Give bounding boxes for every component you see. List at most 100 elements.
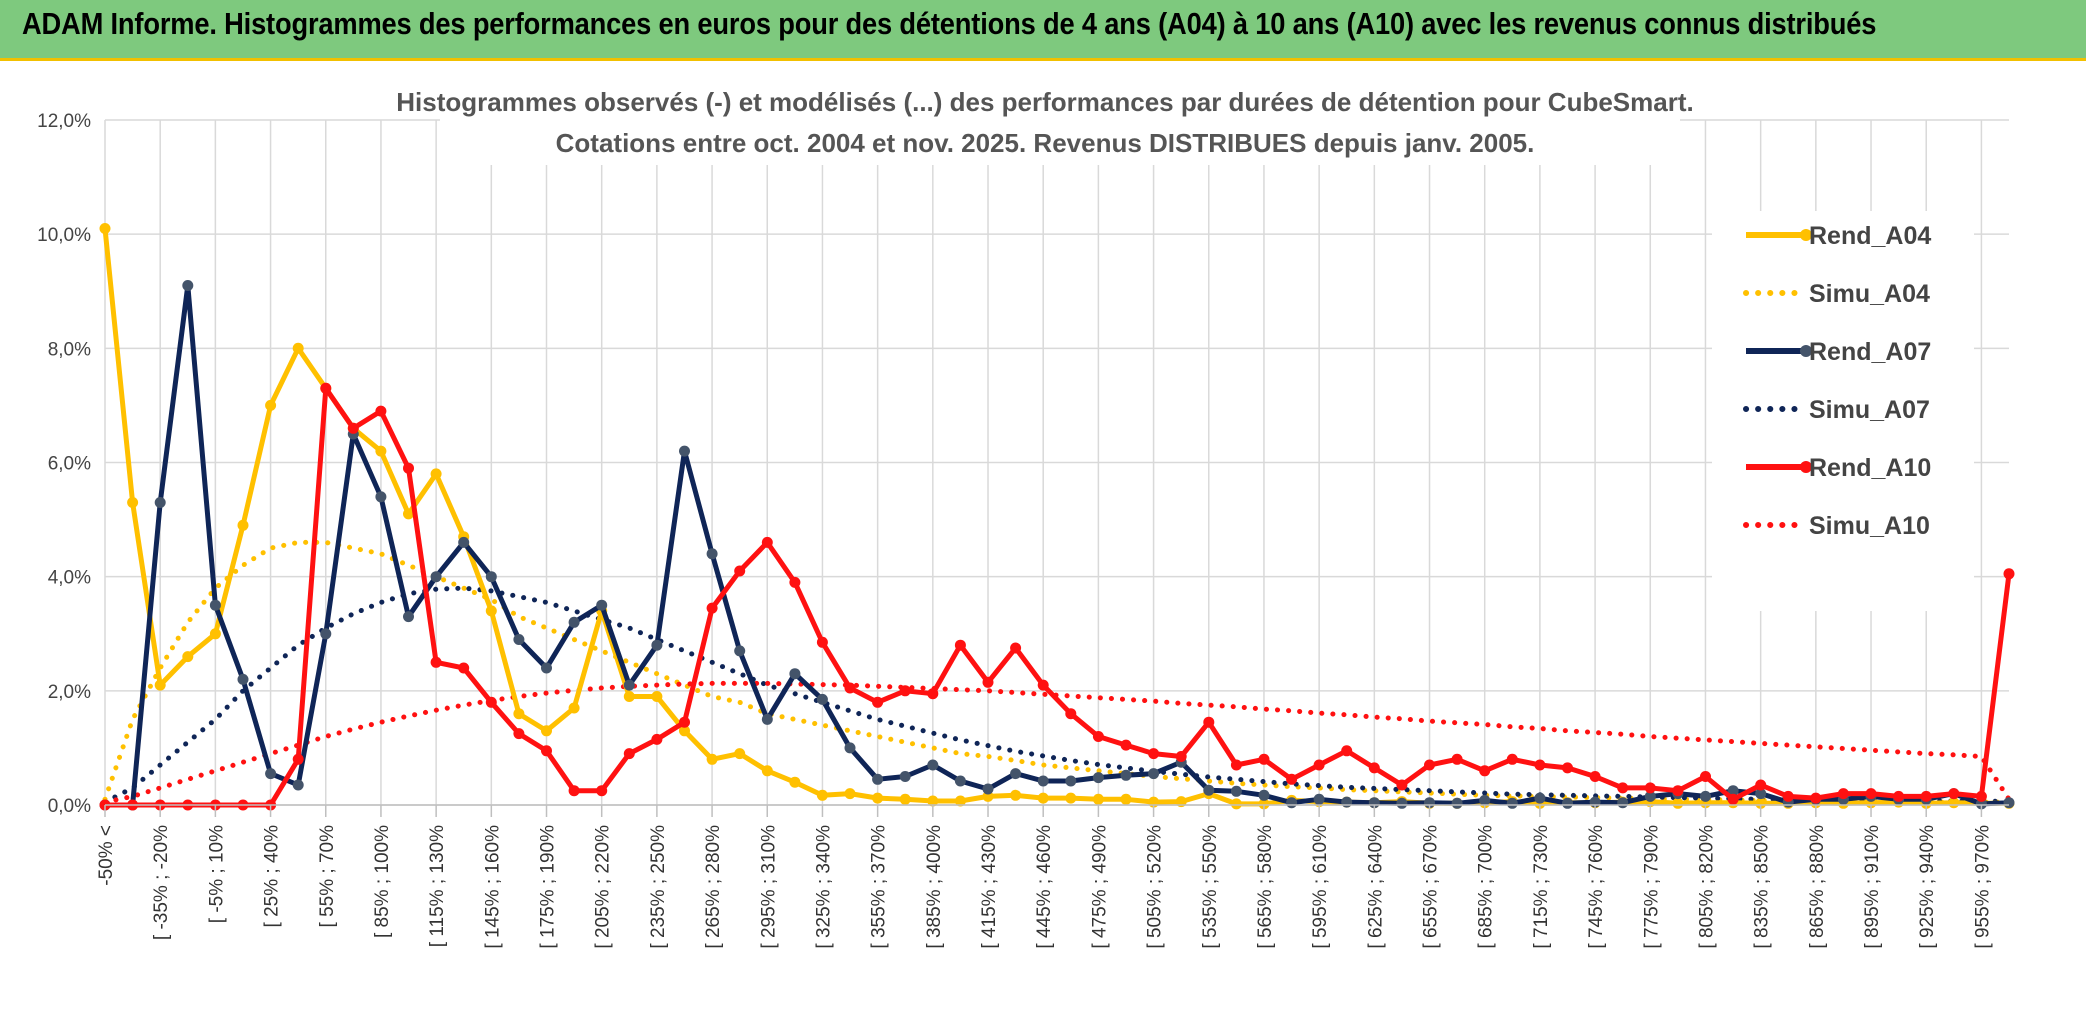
data-point: [872, 792, 884, 804]
data-point: [2003, 568, 2015, 580]
data-point: [1037, 792, 1049, 804]
data-point: [430, 656, 442, 668]
chart-title-background: [440, 83, 1680, 165]
x-tick-label: [ 355% ; 370%: [869, 825, 890, 949]
data-point: [679, 445, 690, 457]
data-point: [375, 405, 387, 417]
data-point: [872, 773, 884, 785]
y-tick-label: 8,0%: [48, 339, 91, 360]
data-point: [430, 468, 442, 480]
title-banner: ADAM Informe. Histogrammes des performan…: [0, 0, 2086, 58]
data-point: [1148, 768, 1160, 780]
x-tick-label: [ 265% ; 280%: [703, 825, 724, 949]
data-point: [541, 725, 552, 737]
x-tick-label: [ 895% ; 910%: [1862, 825, 1883, 949]
data-point: [1120, 793, 1132, 805]
x-tick-label: [ 235% ; 250%: [648, 825, 669, 949]
data-point: [1644, 782, 1656, 794]
data-point: [706, 753, 718, 765]
data-point: [1120, 769, 1132, 781]
histogram-chart: 0,0% 2,0% 4,0% 6,0% 8,0% 10,0% 12,0% -50% < [ -…: [37, 83, 2015, 949]
data-point: [320, 628, 332, 640]
data-point: [568, 702, 580, 714]
x-tick-label: [ 775% ; 790%: [1641, 825, 1662, 949]
data-point: [1755, 788, 1767, 800]
data-point: [375, 445, 387, 457]
data-point: [1341, 796, 1353, 808]
data-point: [1920, 790, 1932, 802]
x-tick-label: [ 445% ; 460%: [1034, 825, 1055, 949]
data-point: [1479, 794, 1491, 806]
data-point: [1258, 789, 1270, 801]
data-point: [485, 696, 497, 708]
data-point: [651, 691, 663, 702]
legend-label-rend-a04: Rend_A04: [1809, 222, 1931, 250]
legend-marker-rend-a04: [1800, 229, 1812, 241]
data-point: [1037, 679, 1049, 691]
data-point: [1313, 759, 1325, 771]
x-tick-label: [ 715% ; 730%: [1531, 825, 1552, 949]
data-point: [1617, 797, 1629, 809]
data-point: [265, 768, 277, 780]
data-point: [734, 565, 746, 577]
data-point: [1010, 642, 1022, 654]
x-tick-label: [ 385% ; 400%: [924, 825, 945, 949]
x-tick-label: [ 745% ; 760%: [1586, 825, 1607, 949]
x-tick-label: [ 325% ; 340%: [813, 825, 834, 949]
data-point: [679, 725, 690, 737]
legend-marker-rend-a10: [1800, 461, 1812, 473]
x-tick-label: [ 835% ; 850%: [1752, 825, 1773, 949]
data-point: [1230, 785, 1242, 797]
x-axis: -50% < [ -35% ; -20% [ -5% ; 10% [ 25% ; 40…: [96, 804, 2009, 949]
data-point: [1368, 762, 1380, 774]
data-point: [1893, 790, 1905, 802]
y-tick-label: 6,0%: [48, 454, 91, 475]
data-point: [1700, 790, 1711, 802]
data-point: [1424, 759, 1435, 771]
data-point: [651, 639, 663, 651]
data-point: [1562, 797, 1573, 809]
data-point: [320, 382, 332, 394]
data-point: [182, 280, 194, 291]
data-point: [292, 779, 304, 791]
data-point: [927, 795, 939, 807]
data-point: [872, 696, 884, 708]
data-point: [982, 783, 994, 795]
data-point: [734, 748, 746, 760]
frame-divider: [0, 58, 2086, 61]
data-point: [596, 785, 608, 797]
legend-background: [1712, 211, 1974, 611]
data-point: [1672, 785, 1684, 797]
data-point: [1506, 753, 1518, 765]
data-point: [1341, 745, 1353, 757]
series-line-rend-a04: [102, 228, 2009, 807]
data-point: [1506, 797, 1518, 809]
x-tick-label: [ 295% ; 310%: [758, 825, 779, 949]
x-tick-label: [ -35% ; -20%: [151, 825, 172, 940]
data-point: [541, 662, 552, 674]
data-point: [1258, 798, 1270, 810]
x-tick-label: [ 115% ; 130%: [427, 825, 448, 947]
legend-label-rend-a07: Rend_A07: [1809, 338, 1931, 366]
x-tick-label: [ 415% ; 430%: [979, 825, 1000, 949]
x-tick-label: [ 175% ; 190%: [538, 825, 559, 949]
data-point: [237, 519, 249, 531]
data-point: [1810, 792, 1822, 804]
series-line-simu-a07: [102, 585, 2012, 805]
data-point: [1092, 772, 1104, 784]
series-line-rend-a10: [105, 385, 2012, 808]
legend-label-rend-a10: Rend_A10: [1809, 454, 1931, 482]
x-tick-label: [ 25% ; 40%: [262, 825, 283, 928]
data-point: [1230, 759, 1242, 771]
data-point: [375, 491, 387, 503]
page-title: ADAM Informe. Histogrammes des performan…: [22, 6, 1877, 41]
data-point: [292, 753, 304, 765]
data-point: [1175, 751, 1187, 762]
data-point: [1092, 731, 1104, 742]
data-point: [292, 342, 304, 354]
data-point: [403, 508, 414, 520]
data-point: [430, 571, 442, 583]
legend-label-simu-a07: Simu_A07: [1809, 396, 1930, 424]
x-tick-label: [ 55% ; 70%: [317, 825, 338, 928]
data-point: [1948, 788, 1960, 800]
